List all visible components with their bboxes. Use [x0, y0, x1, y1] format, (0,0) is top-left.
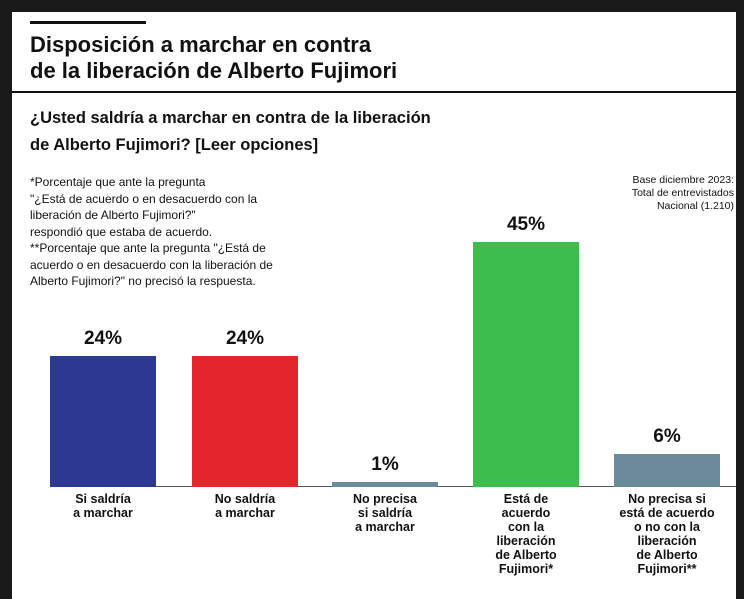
subtitle: de Alberto Fujimori? [Leer opciones]: [30, 136, 319, 154]
base-note: Nacional (1.210): [656, 200, 734, 212]
note: liberación de Alberto Fujimori?": [30, 208, 196, 222]
value-label: 45%: [506, 214, 546, 235]
value-label: 24%: [225, 328, 265, 350]
x-tick-label: No precisa si saldría a marchar: [353, 492, 417, 534]
panel: Disposición a marchar en contra de la lib…: [12, 12, 736, 599]
x-tick-label: No saldría a marchar: [214, 492, 276, 520]
note: acuerdo o en desacuerdo con la liberació…: [30, 257, 273, 272]
divider: [12, 91, 736, 93]
top-rule: [30, 21, 146, 24]
chart-title: de la liberación de Alberto Fujimori: [30, 58, 398, 83]
note: **Porcentaje que ante la pregunta "¿Está…: [30, 241, 266, 255]
bar: [50, 356, 156, 487]
bar: [614, 454, 720, 487]
note: *Porcentaje que ante la pregunta: [30, 175, 206, 189]
bar: [332, 481, 438, 487]
x-tick-label: No precisa si está de acuerdo o no con l…: [619, 492, 715, 576]
x-tick-label: Si saldría a marchar: [73, 492, 133, 520]
bar: [473, 242, 579, 487]
note: "¿Está de acuerdo o en desacuerdo con la: [30, 191, 258, 206]
note: respondió que estaba de acuerdo.: [30, 224, 213, 239]
subtitle: ¿Usted saldría a marchar en contra de la…: [30, 109, 431, 127]
base-note: Base diciembre 2023:: [632, 174, 734, 186]
value-label: 6%: [653, 426, 681, 448]
value-label: 24%: [83, 328, 123, 350]
bar: [192, 356, 298, 487]
x-tick-label: Está de acuerdo con la liberación de Alb…: [495, 492, 557, 576]
base-note: Total de entrevistados: [631, 187, 734, 199]
value-label: 1%: [371, 453, 399, 475]
note: Alberto Fujimori?" no precisó la respues…: [30, 274, 256, 288]
chart-title: Disposición a marchar en contra: [30, 32, 372, 57]
